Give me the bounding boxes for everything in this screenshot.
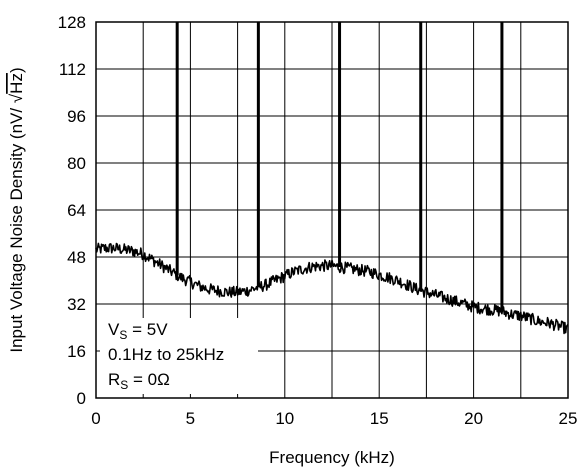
- x-tick-labels: 0 5 10 15 20 25: [91, 409, 577, 428]
- y-axis-label: Input Voltage Noise Density (nV/ √Hz): [7, 67, 26, 352]
- y-tick-label: 80: [67, 154, 86, 173]
- plot-frame: [95, 21, 569, 399]
- annotation-band: 0.1Hz to 25kHz: [108, 345, 224, 364]
- y-tick-label: 32: [67, 295, 86, 314]
- y-tick-label: 0: [77, 389, 86, 408]
- x-tick-label: 20: [464, 409, 483, 428]
- y-tick-label: 128: [58, 13, 86, 32]
- annotation-box: [100, 318, 258, 394]
- noise-curve: [95, 242, 569, 335]
- x-tick-label: 10: [275, 409, 294, 428]
- y-tick-label: 64: [67, 201, 86, 220]
- y-tick-labels: 0 16 32 48 64 80 96 112 128: [58, 13, 86, 408]
- annotation-vs: VS = 5V: [108, 320, 168, 342]
- y-tick-label: 48: [67, 248, 86, 267]
- annotation-rs: RS = 0Ω: [108, 370, 170, 392]
- x-tick-label: 0: [91, 409, 100, 428]
- x-axis-label: Frequency (kHz): [269, 448, 395, 467]
- y-tick-label: 16: [67, 342, 86, 361]
- grid-lines: [96, 22, 568, 398]
- x-tick-label: 25: [559, 409, 578, 428]
- y-tick-label: 112: [59, 60, 86, 79]
- y-tick-label: 96: [67, 107, 86, 126]
- x-tick-label: 15: [370, 409, 389, 428]
- plot-area: [95, 22, 569, 335]
- x-tick-label: 5: [186, 409, 195, 428]
